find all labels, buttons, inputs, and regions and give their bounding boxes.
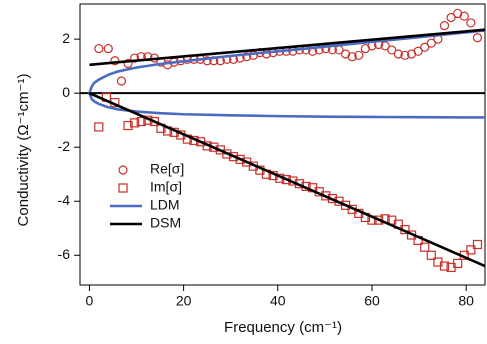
data-point	[459, 11, 469, 21]
data-point	[453, 258, 463, 268]
plot-frame	[79, 3, 486, 286]
data-point	[446, 12, 456, 23]
x-tick-label: 0	[86, 293, 94, 309]
data-point	[235, 154, 245, 164]
data-point	[94, 43, 104, 54]
data-point	[149, 116, 160, 127]
data-point	[387, 45, 397, 55]
data-point	[466, 245, 476, 255]
data-point	[400, 50, 410, 60]
data-point	[393, 49, 403, 59]
series-line	[88, 92, 485, 119]
data-point	[314, 45, 324, 55]
data-point	[426, 250, 436, 260]
data-point	[123, 120, 133, 131]
data-point	[209, 142, 219, 152]
data-point	[420, 42, 430, 52]
data-point	[94, 122, 104, 132]
data-point	[420, 242, 430, 252]
data-point	[123, 58, 133, 69]
legend-label: DSM	[150, 215, 181, 231]
data-point	[242, 52, 252, 62]
data-point	[439, 21, 450, 31]
data-point	[472, 33, 483, 43]
x-axis-label: Frequency (cm⁻¹)	[224, 319, 342, 336]
legend-label: Re[σ]	[150, 161, 184, 177]
series-line	[88, 91, 486, 268]
x-tick-label: 40	[270, 293, 286, 309]
legend-marker	[118, 183, 128, 193]
data-point	[439, 261, 450, 271]
y-tick-label: -4	[58, 192, 71, 208]
data-point	[130, 118, 140, 128]
x-tick-label: 80	[458, 293, 474, 309]
data-point	[466, 18, 476, 28]
data-point	[380, 41, 390, 51]
series-line	[89, 28, 486, 67]
y-tick-label: -2	[58, 138, 71, 154]
y-tick-label: -6	[58, 246, 71, 262]
x-tick-label: 20	[176, 293, 192, 309]
data-point	[413, 46, 423, 56]
data-point	[103, 43, 113, 54]
series-line	[88, 29, 486, 94]
data-point	[202, 56, 212, 66]
legend-label: LDM	[150, 197, 180, 213]
data-point	[110, 56, 120, 66]
x-tick-label: 60	[364, 293, 380, 309]
data-point	[354, 50, 364, 60]
legend-marker	[118, 165, 128, 175]
data-point	[472, 239, 483, 250]
data-point	[136, 116, 146, 127]
y-tick-label: 0	[62, 84, 70, 100]
y-axis-label: Conductivity (Ω⁻¹cm⁻¹)	[15, 74, 32, 227]
data-point	[426, 38, 436, 48]
y-tick-label: 2	[62, 30, 70, 46]
legend-label: Im[σ]	[150, 179, 182, 195]
data-point	[116, 76, 127, 86]
data-point	[347, 52, 357, 62]
